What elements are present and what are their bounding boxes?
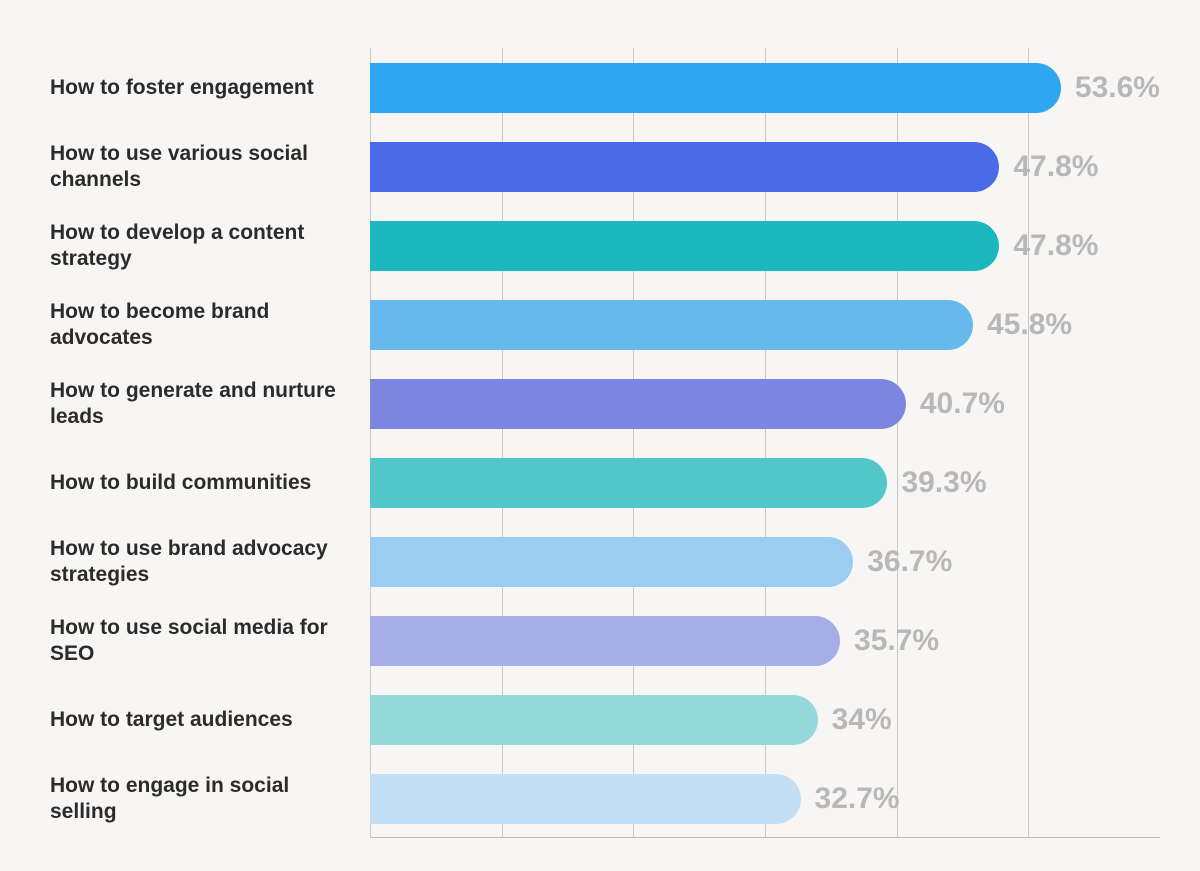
- chart-canvas: How to foster engagement53.6%How to use …: [0, 0, 1200, 871]
- category-label: How to engage in social selling: [50, 773, 370, 826]
- bar: [370, 142, 999, 192]
- value-label: 35.7%: [854, 624, 939, 658]
- bar: [370, 221, 999, 271]
- bar-row: How to foster engagement53.6%: [370, 63, 1160, 113]
- bar: [370, 379, 906, 429]
- category-label: How to generate and nurture leads: [50, 378, 370, 431]
- value-label: 39.3%: [901, 466, 986, 500]
- category-label: How to use brand advocacy strategies: [50, 536, 370, 589]
- category-label: How to foster engagement: [50, 75, 370, 101]
- bar-row: How to develop a content strategy47.8%: [370, 221, 1160, 271]
- bar-row: How to use social media for SEO35.7%: [370, 616, 1160, 666]
- bar: [370, 537, 853, 587]
- value-label: 36.7%: [867, 545, 952, 579]
- bar: [370, 300, 973, 350]
- bar-row: How to become brand advocates45.8%: [370, 300, 1160, 350]
- plot-area: How to foster engagement53.6% How to use …: [370, 48, 1160, 838]
- bar: [370, 616, 840, 666]
- bar-row: How to target audiences34%: [370, 695, 1160, 745]
- value-label: 40.7%: [920, 387, 1005, 421]
- value-label: 47.8%: [1013, 150, 1098, 184]
- category-label: How to target audiences: [50, 707, 370, 733]
- value-label: 34%: [832, 703, 892, 737]
- value-label: 53.6%: [1075, 71, 1160, 105]
- bar-row: How to use brand advocacy strategies36.7…: [370, 537, 1160, 587]
- bar-row: How to build communities39.3%: [370, 458, 1160, 508]
- bar-row: How to generate and nurture leads40.7%: [370, 379, 1160, 429]
- category-label: How to build communities: [50, 470, 370, 496]
- bar: [370, 458, 887, 508]
- category-label: How to use various social channels: [50, 141, 370, 194]
- bar-row: How to engage in social selling32.7%: [370, 774, 1160, 824]
- category-label: How to become brand advocates: [50, 299, 370, 352]
- value-label: 45.8%: [987, 308, 1072, 342]
- x-baseline: [370, 837, 1160, 838]
- bar: [370, 695, 818, 745]
- category-label: How to use social media for SEO: [50, 615, 370, 668]
- category-label: How to develop a content strategy: [50, 220, 370, 273]
- value-label: 47.8%: [1013, 229, 1098, 263]
- bar: [370, 774, 801, 824]
- bar-row: How to use various social channels47.8%: [370, 142, 1160, 192]
- bar: [370, 63, 1061, 113]
- value-label: 32.7%: [815, 782, 900, 816]
